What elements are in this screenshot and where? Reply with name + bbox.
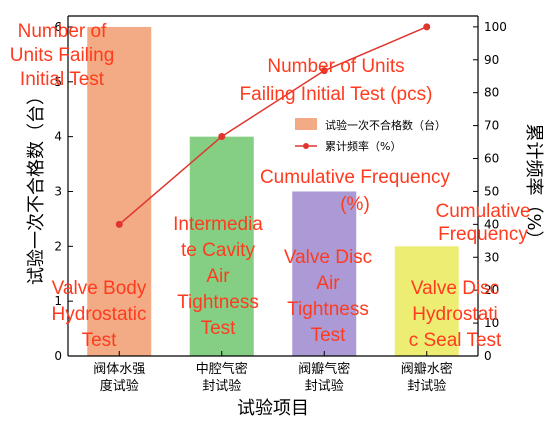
right-tick-label: 10 — [484, 316, 499, 330]
legend-swatch-marker — [303, 143, 309, 149]
left-tick-label: 2 — [54, 239, 62, 253]
overlay-label: Number of Units — [267, 56, 404, 77]
y-axis-title-left: 试验一次不合格数（台） — [26, 87, 47, 285]
y-axis-title-right: 累计频率（%） — [523, 123, 544, 248]
category-label: 封试验 — [305, 378, 344, 394]
overlay-label: Tightness — [287, 299, 369, 320]
cumulative-point — [320, 67, 328, 75]
cumulative-point — [423, 23, 431, 31]
overlay-label: Units Failing — [10, 45, 115, 66]
category-label: 阀体水强 — [93, 362, 145, 377]
right-tick-label: 40 — [484, 217, 499, 231]
category-label: 封试验 — [202, 378, 241, 394]
overlay-label: Test — [82, 330, 118, 351]
legend-swatch-bar — [295, 118, 317, 130]
overlay-label: (%) — [340, 194, 370, 215]
overlay-label: Valve Disc — [411, 278, 499, 299]
left-tick-label: 6 — [54, 20, 62, 34]
left-tick-label: 3 — [54, 184, 62, 198]
cumulative-point — [115, 220, 123, 228]
overlay-label: Initial Test — [20, 69, 105, 90]
right-tick-label: 30 — [484, 250, 499, 264]
overlay-label: Hydrostatic — [51, 304, 146, 325]
overlay-label: Air — [206, 266, 230, 287]
bar-3 — [292, 191, 357, 356]
overlay-label: Cumulative Frequency — [260, 167, 451, 188]
right-tick-label: 100 — [484, 20, 507, 34]
bar-1 — [87, 26, 152, 356]
right-tick-label: 60 — [484, 152, 499, 166]
category-label: 阀瓣气密 — [298, 361, 350, 377]
bar-2 — [189, 136, 254, 356]
legend-label-bar: 试验一次不合格数（台） — [325, 118, 446, 132]
category-label: 度试验 — [100, 378, 139, 394]
overlay-label: c Seal Test — [409, 330, 502, 351]
left-tick-label: 0 — [54, 349, 62, 363]
overlay-label: Test — [201, 318, 237, 339]
overlay-label: Valve Disc — [284, 247, 372, 268]
category-label: 封试验 — [407, 378, 446, 394]
left-tick-label: 4 — [54, 130, 62, 144]
overlay-label: Cumulative — [435, 201, 530, 222]
overlay-label: Tightness — [177, 292, 259, 313]
overlay-label: te Cavity — [181, 240, 255, 261]
overlay-label: Hydrostati — [412, 304, 498, 325]
overlay-label: Air — [316, 273, 340, 294]
cumulative-line — [118, 26, 428, 225]
legend-label-line: 累计频率（%） — [325, 139, 401, 153]
right-tick-label: 0 — [484, 349, 492, 363]
overlay-label: Valve Body — [52, 278, 147, 299]
right-tick-label: 90 — [484, 53, 499, 67]
overlay-label: Failing Initial Test (pcs) — [240, 84, 433, 105]
cumulative-point — [218, 132, 226, 140]
category-label: 中腔气密 — [196, 361, 248, 377]
left-tick-label: 1 — [54, 294, 62, 308]
overlay-label: Frequency — [438, 224, 528, 245]
left-tick-label: 5 — [54, 75, 62, 89]
overlay-label: Intermedia — [173, 214, 263, 235]
overlay-label: Number of — [18, 21, 107, 42]
bar-4 — [394, 246, 459, 356]
right-tick-label: 20 — [484, 283, 499, 297]
right-tick-label: 80 — [484, 86, 499, 100]
category-label: 阀瓣水密 — [401, 361, 453, 377]
right-tick-label: 70 — [484, 119, 499, 133]
x-axis-title: 试验项目 — [237, 398, 309, 419]
right-tick-label: 50 — [484, 184, 499, 198]
overlay-label: Test — [311, 325, 347, 346]
